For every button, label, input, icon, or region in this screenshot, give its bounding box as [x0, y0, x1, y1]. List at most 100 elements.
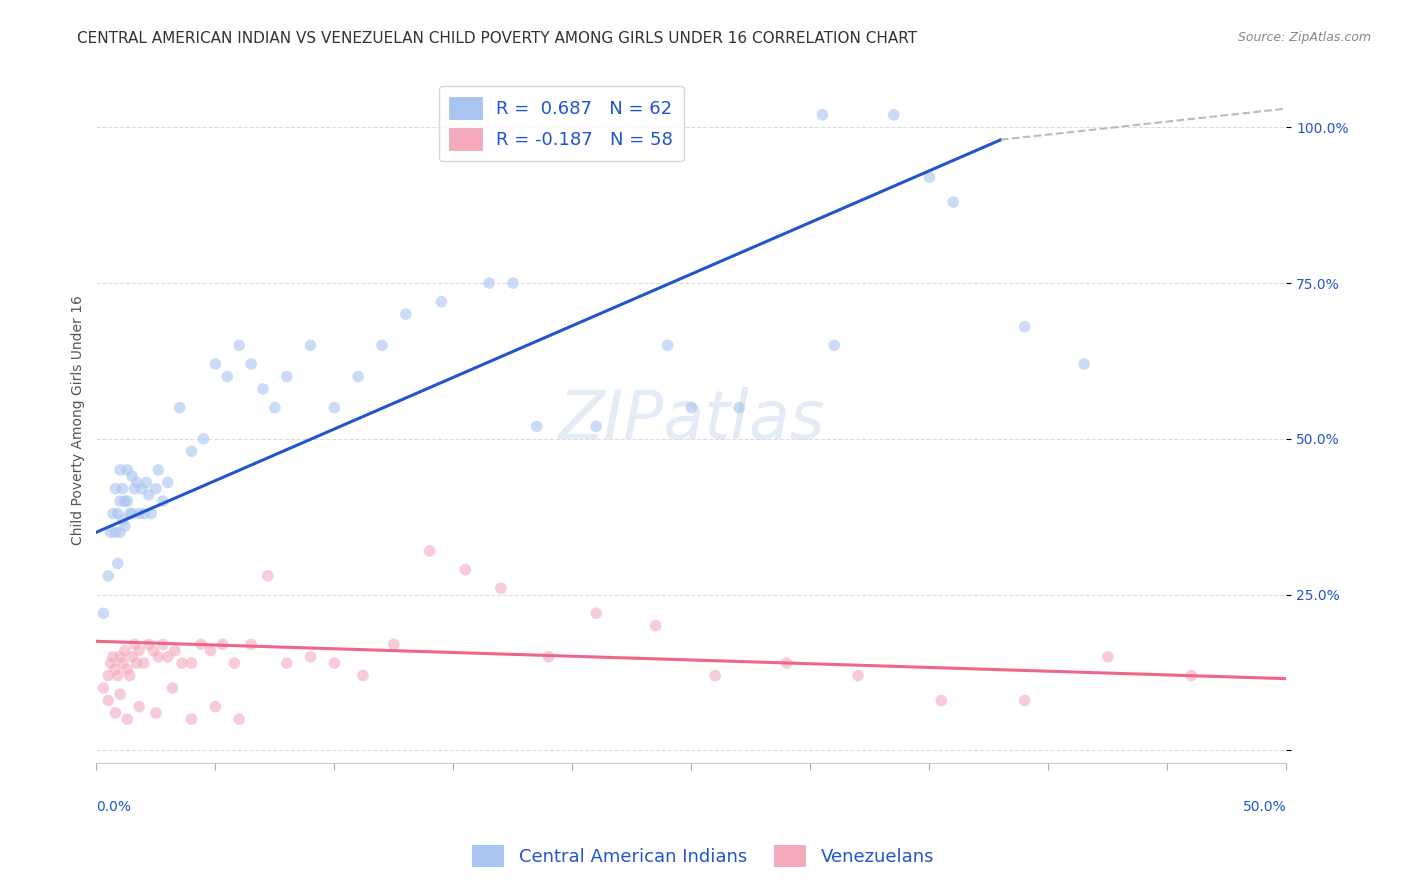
Point	[883, 108, 905, 122]
Point	[108, 525, 131, 540]
Point	[211, 637, 233, 651]
Point	[145, 482, 167, 496]
Point	[371, 338, 394, 352]
Point	[240, 637, 263, 651]
Point	[117, 463, 139, 477]
Point	[108, 494, 131, 508]
Point	[93, 681, 115, 695]
Point	[104, 706, 127, 720]
Point	[128, 699, 150, 714]
Point	[942, 195, 965, 210]
Point	[204, 699, 226, 714]
Point	[111, 513, 134, 527]
Point	[1073, 357, 1095, 371]
Point	[114, 519, 136, 533]
Point	[117, 712, 139, 726]
Text: 0.0%: 0.0%	[97, 800, 131, 814]
Point	[100, 525, 122, 540]
Point	[124, 637, 146, 651]
Point	[657, 338, 679, 352]
Point	[228, 712, 250, 726]
Point	[200, 643, 222, 657]
Point	[114, 494, 136, 508]
Point	[352, 668, 374, 682]
Point	[526, 419, 548, 434]
Point	[118, 507, 141, 521]
Point	[138, 637, 160, 651]
Point	[156, 649, 179, 664]
Point	[681, 401, 703, 415]
Point	[180, 444, 202, 458]
Point	[775, 656, 797, 670]
Point	[846, 668, 869, 682]
Point	[138, 488, 160, 502]
Point	[131, 482, 153, 496]
Point	[180, 712, 202, 726]
Point	[117, 494, 139, 508]
Point	[263, 401, 285, 415]
Point	[108, 687, 131, 701]
Point	[97, 693, 120, 707]
Point	[931, 693, 953, 707]
Point	[419, 544, 441, 558]
Point	[823, 338, 845, 352]
Point	[1014, 319, 1036, 334]
Point	[124, 482, 146, 496]
Point	[128, 643, 150, 657]
Point	[108, 649, 131, 664]
Point	[228, 338, 250, 352]
Point	[111, 482, 134, 496]
Point	[299, 649, 322, 664]
Point	[121, 469, 143, 483]
Point	[111, 656, 134, 670]
Point	[478, 276, 501, 290]
Point	[93, 607, 115, 621]
Point	[97, 569, 120, 583]
Point	[125, 475, 148, 490]
Point	[104, 525, 127, 540]
Point	[728, 401, 751, 415]
Legend: R =  0.687   N = 62, R = -0.187   N = 58: R = 0.687 N = 62, R = -0.187 N = 58	[439, 87, 685, 161]
Point	[156, 475, 179, 490]
Point	[256, 569, 278, 583]
Point	[121, 507, 143, 521]
Point	[148, 463, 170, 477]
Point	[323, 656, 346, 670]
Point	[170, 656, 193, 670]
Point	[276, 369, 298, 384]
Point	[162, 681, 184, 695]
Point	[132, 507, 155, 521]
Point	[323, 401, 346, 415]
Point	[117, 662, 139, 676]
Point	[163, 643, 186, 657]
Point	[145, 706, 167, 720]
Point	[347, 369, 370, 384]
Point	[193, 432, 215, 446]
Point	[252, 382, 274, 396]
Point	[97, 668, 120, 682]
Point	[180, 656, 202, 670]
Point	[1014, 693, 1036, 707]
Point	[1180, 668, 1202, 682]
Point	[107, 668, 129, 682]
Point	[152, 494, 174, 508]
Point	[224, 656, 246, 670]
Point	[502, 276, 524, 290]
Point	[118, 668, 141, 682]
Point	[104, 482, 127, 496]
Point	[299, 338, 322, 352]
Point	[107, 507, 129, 521]
Point	[132, 656, 155, 670]
Point	[100, 656, 122, 670]
Point	[537, 649, 560, 664]
Point	[204, 357, 226, 371]
Text: CENTRAL AMERICAN INDIAN VS VENEZUELAN CHILD POVERTY AMONG GIRLS UNDER 16 CORRELA: CENTRAL AMERICAN INDIAN VS VENEZUELAN CH…	[77, 31, 918, 46]
Point	[148, 649, 170, 664]
Legend: Central American Indians, Venezuelans: Central American Indians, Venezuelans	[464, 838, 942, 874]
Point	[489, 582, 512, 596]
Point	[101, 649, 124, 664]
Point	[811, 108, 834, 122]
Point	[142, 643, 165, 657]
Point	[101, 507, 124, 521]
Point	[107, 557, 129, 571]
